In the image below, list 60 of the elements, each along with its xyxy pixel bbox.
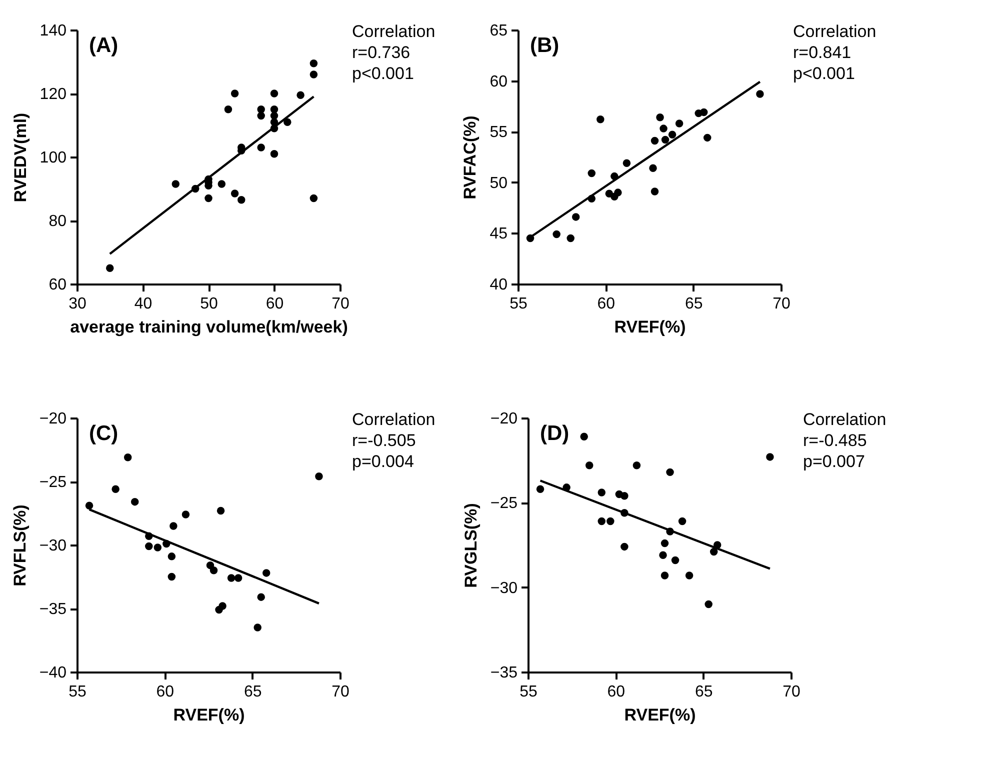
y-tick-label: −25 <box>490 495 518 512</box>
y-tick-label: −25 <box>39 474 67 491</box>
y-tick-label: −35 <box>490 664 518 682</box>
y-tick-label: 50 <box>490 174 508 192</box>
y-axis-title: RVGLS(%) <box>461 503 480 588</box>
y-tick-label: 55 <box>490 124 508 142</box>
x-tick-label: 55 <box>520 684 538 700</box>
chart-title: (A) <box>89 34 118 57</box>
x-tick-label: 60 <box>266 296 284 312</box>
x-tick-label: 65 <box>684 296 703 312</box>
y-tick-label: 65 <box>490 22 508 40</box>
y-tick-label: 60 <box>490 73 508 90</box>
x-tick-label: 55 <box>68 684 86 700</box>
chart-title: (C) <box>89 422 118 445</box>
text: Correlation <box>803 410 886 429</box>
y-tick-label: 120 <box>40 86 67 103</box>
x-tick-label: 65 <box>244 684 262 700</box>
text: p=0.007 <box>803 452 865 471</box>
text: p<0.001 <box>352 64 414 83</box>
x-tick-label: 70 <box>332 296 350 312</box>
y-axis-title: RVEDV(ml) <box>10 112 30 202</box>
x-axis-title: RVEF(%) <box>173 706 245 724</box>
text: r=-0.505 <box>352 431 416 450</box>
x-tick-label: 60 <box>597 296 616 312</box>
x-tick-label: 50 <box>200 296 218 312</box>
x-tick-label: 70 <box>772 296 790 312</box>
y-tick-label: 45 <box>490 226 508 243</box>
y-axis-title: RVFLS(%) <box>10 504 30 586</box>
text: p=0.004 <box>352 452 414 471</box>
text: r=-0.485 <box>803 431 867 450</box>
x-axis-title: RVEF(%) <box>614 318 686 336</box>
x-tick-label: 70 <box>782 684 800 700</box>
text: Correlation <box>793 22 876 41</box>
y-tick-label: −30 <box>39 538 67 554</box>
y-tick-label: 80 <box>48 213 67 230</box>
text: Correlation <box>352 410 436 429</box>
y-tick-label: −20 <box>39 410 67 428</box>
y-tick-label: −20 <box>490 410 518 428</box>
y-tick-label: 40 <box>490 276 508 294</box>
chart-title: (D) <box>540 422 570 445</box>
x-axis-title: average training volume(km/week) <box>70 318 348 336</box>
x-tick-label: 60 <box>607 684 626 700</box>
y-tick-label: −40 <box>39 664 67 682</box>
x-tick-label: 30 <box>68 296 86 312</box>
x-tick-label: 60 <box>156 684 174 700</box>
y-tick-label: −30 <box>490 580 518 597</box>
x-axis-title: RVEF(%) <box>624 706 696 724</box>
y-tick-label: −35 <box>39 601 67 618</box>
y-tick-label: 140 <box>40 22 67 40</box>
chart-title: (B) <box>530 34 560 57</box>
text: r=0.736 <box>352 43 410 62</box>
x-tick-label: 70 <box>332 684 350 700</box>
y-tick-label: 60 <box>48 276 67 294</box>
text: Correlation <box>352 22 436 41</box>
y-tick-label: 100 <box>40 150 67 166</box>
x-tick-label: 65 <box>694 684 713 700</box>
y-axis-title: RVFAC(%) <box>460 116 480 200</box>
text: r=0.841 <box>793 43 852 62</box>
x-tick-label: 40 <box>134 296 152 312</box>
text: p<0.001 <box>793 64 855 83</box>
